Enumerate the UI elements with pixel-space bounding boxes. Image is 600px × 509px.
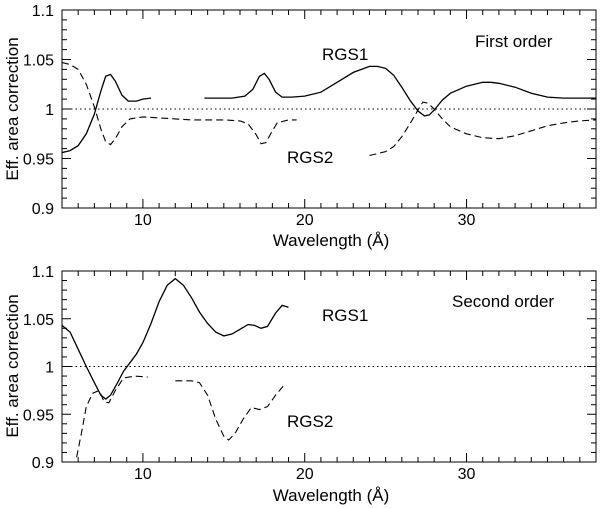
first-order-annotation: First order <box>475 32 553 51</box>
first-order-panel: 10 20 30 0.9 0.95 1 1.05 1.1 Eff. area correcti… <box>3 3 597 250</box>
first-order-rgs1-curve-segment-1 <box>62 73 152 154</box>
first-order-rgs2-curve-segment-1 <box>62 61 297 146</box>
second-order-y-tick-label: 1 <box>45 360 54 377</box>
second-order-y-tick-label: 0.95 <box>23 407 54 424</box>
first-order-y-axis-label: Eff. area correction <box>3 37 22 180</box>
first-order-x-tick-label: 30 <box>458 212 476 229</box>
first-order-y-tick-label: 0.95 <box>23 152 54 169</box>
second-order-rgs2-label: RGS2 <box>287 412 333 431</box>
second-order-rgs2-curve-segment-1 <box>76 375 148 458</box>
first-order-x-tick-label: 10 <box>134 212 152 229</box>
second-order-y-tick-label: 1.1 <box>32 264 54 281</box>
second-order-x-tick-label: 20 <box>296 466 314 483</box>
first-order-y-tick-label: 0.9 <box>32 201 54 218</box>
second-order-rgs1-label: RGS1 <box>322 306 368 325</box>
first-order-plot-frame <box>61 9 597 209</box>
first-order-y-tick-label: 1 <box>45 102 54 119</box>
first-order-x-axis-label: Wavelength (Å) <box>273 231 390 250</box>
second-order-x-tick-label: 30 <box>458 466 476 483</box>
first-order-y-tick-label: 1.1 <box>32 3 54 20</box>
second-order-plot-frame <box>61 270 597 463</box>
first-order-rgs1-label: RGS1 <box>322 45 368 64</box>
second-order-x-tick-label: 10 <box>134 466 152 483</box>
second-order-y-axis-label: Eff. area correction <box>3 294 22 437</box>
first-order-y-tick-label: 1.05 <box>23 53 54 70</box>
second-order-y-tick-label: 0.9 <box>32 455 54 472</box>
second-order-lines <box>62 277 596 458</box>
first-order-lines <box>62 61 596 157</box>
second-order-annotation: Second order <box>452 292 554 311</box>
first-order-x-tick-label: 20 <box>296 212 314 229</box>
second-order-y-tick-label: 1.05 <box>23 312 54 329</box>
first-order-rgs2-curve-segment-2 <box>369 101 596 157</box>
second-order-x-axis-label: Wavelength (Å) <box>273 486 390 505</box>
first-order-rgs1-curve-segment-2 <box>204 65 596 117</box>
second-order-ticks: 10 20 30 0.9 0.95 1 1.05 1.1 <box>23 264 597 483</box>
first-order-rgs2-label: RGS2 <box>287 148 333 167</box>
second-order-rgs2-curve-segment-2 <box>175 380 285 441</box>
second-order-panel: 10 20 30 0.9 0.95 1 1.05 1.1 Eff. area correcti… <box>3 264 597 505</box>
second-order-rgs1-curve-segment-1 <box>62 277 289 400</box>
